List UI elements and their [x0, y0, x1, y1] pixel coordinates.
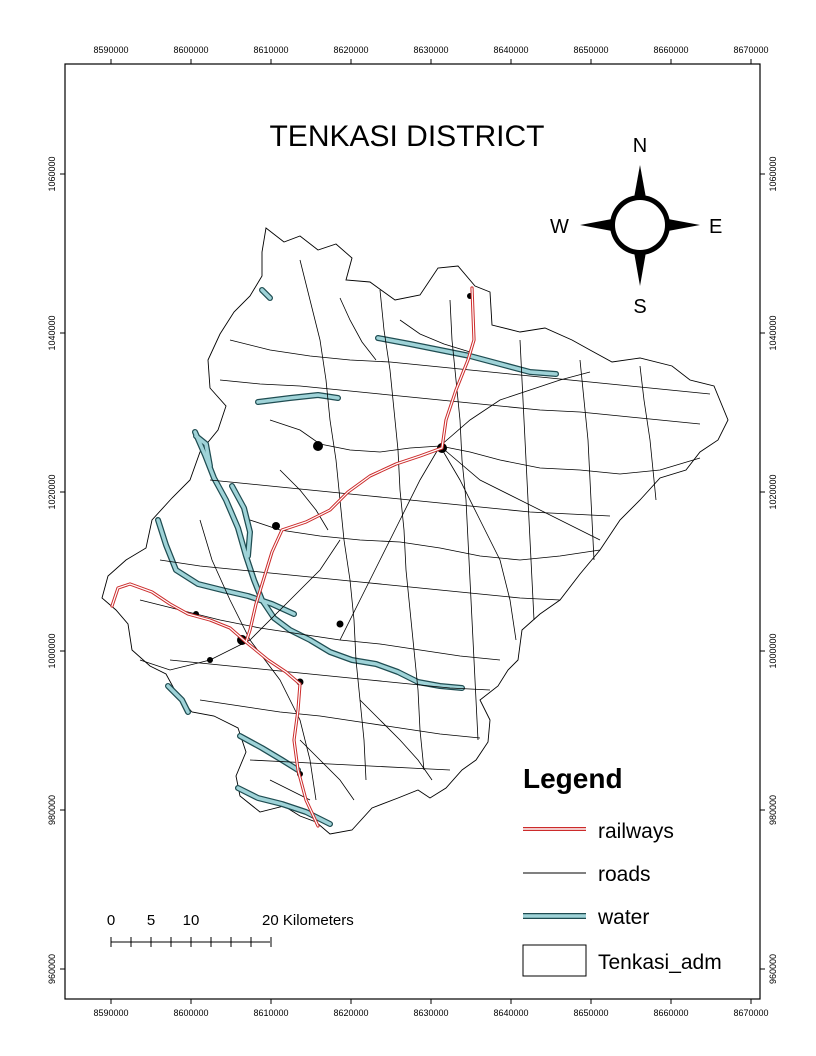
- y-tick-label-left: 1060000: [47, 156, 57, 191]
- x-tick-label-top: 8640000: [493, 45, 528, 55]
- legend-label-water: water: [597, 906, 649, 929]
- legend-title: Legend: [523, 763, 623, 794]
- x-tick-label-bottom: 8650000: [573, 1008, 608, 1018]
- legend-item-railways: railways: [523, 820, 674, 843]
- scale-label-20-kilometers: 20 Kilometers: [262, 912, 354, 929]
- y-tick-label-right: 980000: [768, 795, 778, 825]
- legend-swatch-tenkasi-adm: [522, 944, 587, 977]
- y-tick-label-left: 980000: [47, 795, 57, 825]
- y-grid-ticks: 1060000 1060000 1040000 1040000 1020000 10200…: [47, 156, 778, 984]
- legend-item-tenkasi-adm: Tenkasi_adm: [522, 944, 722, 977]
- compass-north-label: N: [633, 135, 647, 157]
- north-arrow-south-point: [634, 252, 646, 286]
- x-tick-label-bottom: 8610000: [253, 1008, 288, 1018]
- x-tick-label-bottom: 8620000: [333, 1008, 368, 1018]
- scale-label-10: 10: [183, 912, 200, 929]
- north-arrow-north-point: [634, 165, 646, 198]
- y-tick-label-right: 960000: [768, 954, 778, 984]
- railway-lines: [110, 286, 476, 828]
- compass-west-label: W: [550, 216, 569, 238]
- north-arrow: N S E W: [550, 135, 722, 318]
- legend-label-roads: roads: [598, 863, 651, 886]
- x-tick-label-bottom: 8660000: [653, 1008, 688, 1018]
- compass-east-label: E: [709, 216, 722, 238]
- x-tick-label-top: 8610000: [253, 45, 288, 55]
- scale-label-0: 0: [107, 912, 115, 929]
- x-tick-label-bottom: 8600000: [173, 1008, 208, 1018]
- x-tick-label-top: 8630000: [413, 45, 448, 55]
- x-tick-label-top: 8670000: [733, 45, 768, 55]
- north-arrow-center: [615, 200, 665, 250]
- x-tick-label-top: 8660000: [653, 45, 688, 55]
- x-tick-label-top: 8620000: [333, 45, 368, 55]
- y-tick-label-left: 1020000: [47, 474, 57, 509]
- legend-label-tenkasi-adm: Tenkasi_adm: [598, 951, 722, 974]
- legend-item-water: water: [523, 906, 649, 929]
- compass-south-label: S: [633, 296, 646, 318]
- y-tick-label-right: 1060000: [768, 156, 778, 191]
- x-tick-label-top: 8590000: [93, 45, 128, 55]
- scale-label-5: 5: [147, 912, 155, 929]
- x-tick-label-bottom: 8590000: [93, 1008, 128, 1018]
- x-tick-label-bottom: 8670000: [733, 1008, 768, 1018]
- y-tick-label-right: 1040000: [768, 315, 778, 350]
- legend: Legend railways roads water Tenkasi_adm: [522, 763, 722, 977]
- y-tick-label-left: 1040000: [47, 315, 57, 350]
- district-boundary: [101, 227, 729, 835]
- y-tick-label-left: 1000000: [47, 633, 57, 668]
- road-network: [139, 259, 711, 801]
- y-tick-label-left: 960000: [47, 954, 57, 984]
- north-arrow-east-point: [668, 219, 700, 231]
- x-grid-ticks: 8590000 8590000 8600000 8600000 8610000 86100…: [93, 45, 768, 1018]
- x-tick-label-bottom: 8630000: [413, 1008, 448, 1018]
- legend-item-roads: roads: [523, 863, 651, 886]
- map-title: TENKASI DISTRICT: [269, 120, 544, 153]
- scale-bar-ticks: [110, 937, 272, 947]
- y-tick-label-right: 1000000: [768, 633, 778, 668]
- x-tick-label-bottom: 8640000: [493, 1008, 528, 1018]
- scale-bar: 0 5 10 20 Kilometers: [107, 912, 354, 947]
- north-arrow-west-point: [580, 219, 612, 231]
- legend-label-railways: railways: [598, 820, 674, 843]
- x-tick-label-top: 8650000: [573, 45, 608, 55]
- y-tick-label-right: 1020000: [768, 474, 778, 509]
- x-tick-label-top: 8600000: [173, 45, 208, 55]
